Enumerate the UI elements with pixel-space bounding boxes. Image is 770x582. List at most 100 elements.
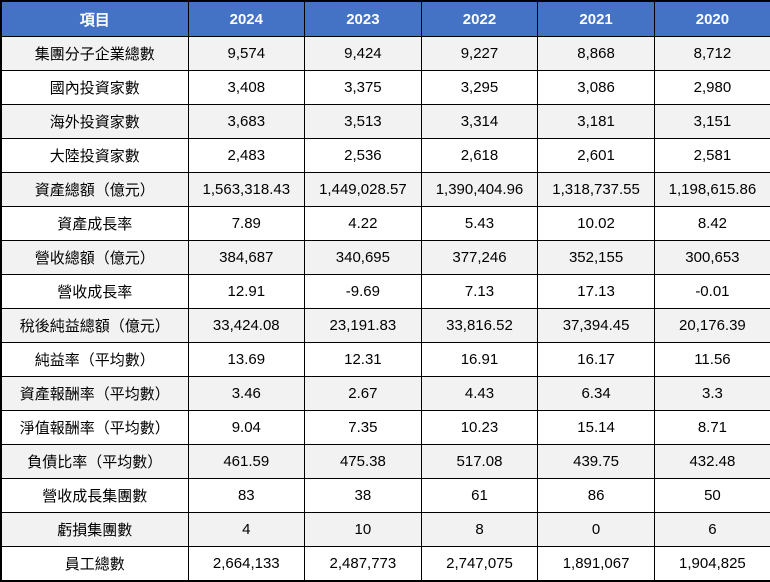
row-label: 負債比率（平均數）: [0, 444, 189, 479]
cell-value: 1,390,404.96: [420, 172, 539, 207]
row-label: 海外投資家數: [0, 104, 189, 139]
row-label: 資產總額（億元）: [0, 172, 189, 207]
cell-value: 3,314: [420, 104, 539, 139]
cell-value: 17.13: [537, 274, 655, 309]
cell-value: 0: [537, 512, 655, 547]
cell-value: 461.59: [187, 444, 306, 479]
cell-value: 3,683: [187, 104, 306, 139]
table-row: 營收成長集團數 83 38 61 86 50: [0, 478, 770, 513]
table-row: 員工總數 2,664,133 2,487,773 2,747,075 1,891,067…: [0, 546, 770, 582]
column-header-year-2020: 2020: [653, 0, 770, 37]
cell-value: 432.48: [653, 444, 770, 479]
cell-value: 439.75: [537, 444, 655, 479]
table-row: 純益率（平均數） 13.69 12.31 16.91 16.17 11.56: [0, 342, 770, 377]
row-label: 虧損集團數: [0, 512, 189, 547]
cell-value: 340,695: [304, 240, 422, 275]
table-row: 資產總額（億元） 1,563,318.43 1,449,028.57 1,390,40…: [0, 172, 770, 207]
cell-value: -0.01: [653, 274, 770, 309]
row-label: 國內投資家數: [0, 70, 189, 105]
cell-value: 8,868: [537, 36, 655, 71]
cell-value: 23,191.83: [304, 308, 422, 343]
cell-value: 37,394.45: [537, 308, 655, 343]
row-label: 稅後純益總額（億元）: [0, 308, 189, 343]
cell-value: 352,155: [537, 240, 655, 275]
cell-value: 2,747,075: [420, 546, 539, 582]
column-header-year-2024: 2024: [187, 0, 306, 37]
table-row: 負債比率（平均數） 461.59 475.38 517.08 439.75 432.48: [0, 444, 770, 479]
row-label: 營收成長率: [0, 274, 189, 309]
cell-value: 4.43: [420, 376, 539, 411]
table-row: 稅後純益總額（億元） 33,424.08 23,191.83 33,816.52 37,…: [0, 308, 770, 343]
cell-value: 3,181: [537, 104, 655, 139]
cell-value: 10.02: [537, 206, 655, 241]
cell-value: 1,449,028.57: [304, 172, 422, 207]
table-row: 營收總額（億元） 384,687 340,695 377,246 352,155 300,…: [0, 240, 770, 275]
cell-value: 3,408: [187, 70, 306, 105]
cell-value: 8.71: [653, 410, 770, 445]
column-header-year-2021: 2021: [537, 0, 655, 37]
cell-value: 2,536: [304, 138, 422, 173]
cell-value: 300,653: [653, 240, 770, 275]
header-row: 項目 2024 2023 2022 2021 2020: [0, 0, 770, 37]
cell-value: 2,980: [653, 70, 770, 105]
cell-value: 86: [537, 478, 655, 513]
cell-value: 9,227: [420, 36, 539, 71]
cell-value: 10: [304, 512, 422, 547]
cell-value: 1,891,067: [537, 546, 655, 582]
cell-value: 2,487,773: [304, 546, 422, 582]
row-label: 資產成長率: [0, 206, 189, 241]
cell-value: 3,151: [653, 104, 770, 139]
cell-value: 1,904,825: [653, 546, 770, 582]
table-row: 國內投資家數 3,408 3,375 3,295 3,086 2,980: [0, 70, 770, 105]
table-body: 集團分子企業總數 9,574 9,424 9,227 8,868 8,712 國內投資家數 3…: [0, 36, 770, 582]
row-label: 大陸投資家數: [0, 138, 189, 173]
cell-value: 2,618: [420, 138, 539, 173]
cell-value: 2,664,133: [187, 546, 306, 582]
cell-value: 7.89: [187, 206, 306, 241]
cell-value: 33,424.08: [187, 308, 306, 343]
table-row: 海外投資家數 3,683 3,513 3,314 3,181 3,151: [0, 104, 770, 139]
cell-value: 475.38: [304, 444, 422, 479]
row-label: 員工總數: [0, 546, 189, 582]
cell-value: 3,086: [537, 70, 655, 105]
cell-value: 9,424: [304, 36, 422, 71]
cell-value: 13.69: [187, 342, 306, 377]
cell-value: 7.13: [420, 274, 539, 309]
row-label: 資產報酬率（平均數）: [0, 376, 189, 411]
cell-value: 6.34: [537, 376, 655, 411]
cell-value: 2,601: [537, 138, 655, 173]
cell-value: 7.35: [304, 410, 422, 445]
cell-value: 15.14: [537, 410, 655, 445]
table-row: 大陸投資家數 2,483 2,536 2,618 2,601 2,581: [0, 138, 770, 173]
row-label: 營收成長集團數: [0, 478, 189, 513]
cell-value: 83: [187, 478, 306, 513]
cell-value: 3,295: [420, 70, 539, 105]
cell-value: 11.56: [653, 342, 770, 377]
cell-value: 1,563,318.43: [187, 172, 306, 207]
cell-value: 9,574: [187, 36, 306, 71]
cell-value: 3.3: [653, 376, 770, 411]
cell-value: 1,198,615.86: [653, 172, 770, 207]
cell-value: 38: [304, 478, 422, 513]
table-row: 淨值報酬率（平均數） 9.04 7.35 10.23 15.14 8.71: [0, 410, 770, 445]
cell-value: 10.23: [420, 410, 539, 445]
row-label: 淨值報酬率（平均數）: [0, 410, 189, 445]
cell-value: 8.42: [653, 206, 770, 241]
table-row: 虧損集團數 4 10 8 0 6: [0, 512, 770, 547]
cell-value: 377,246: [420, 240, 539, 275]
cell-value: 50: [653, 478, 770, 513]
row-label: 純益率（平均數）: [0, 342, 189, 377]
row-label: 營收總額（億元）: [0, 240, 189, 275]
column-header-item: 項目: [0, 0, 189, 37]
cell-value: 16.17: [537, 342, 655, 377]
cell-value: 20,176.39: [653, 308, 770, 343]
cell-value: 3,513: [304, 104, 422, 139]
cell-value: -9.69: [304, 274, 422, 309]
cell-value: 2,581: [653, 138, 770, 173]
cell-value: 33,816.52: [420, 308, 539, 343]
cell-value: 517.08: [420, 444, 539, 479]
cell-value: 61: [420, 478, 539, 513]
column-header-year-2023: 2023: [304, 0, 422, 37]
cell-value: 384,687: [187, 240, 306, 275]
